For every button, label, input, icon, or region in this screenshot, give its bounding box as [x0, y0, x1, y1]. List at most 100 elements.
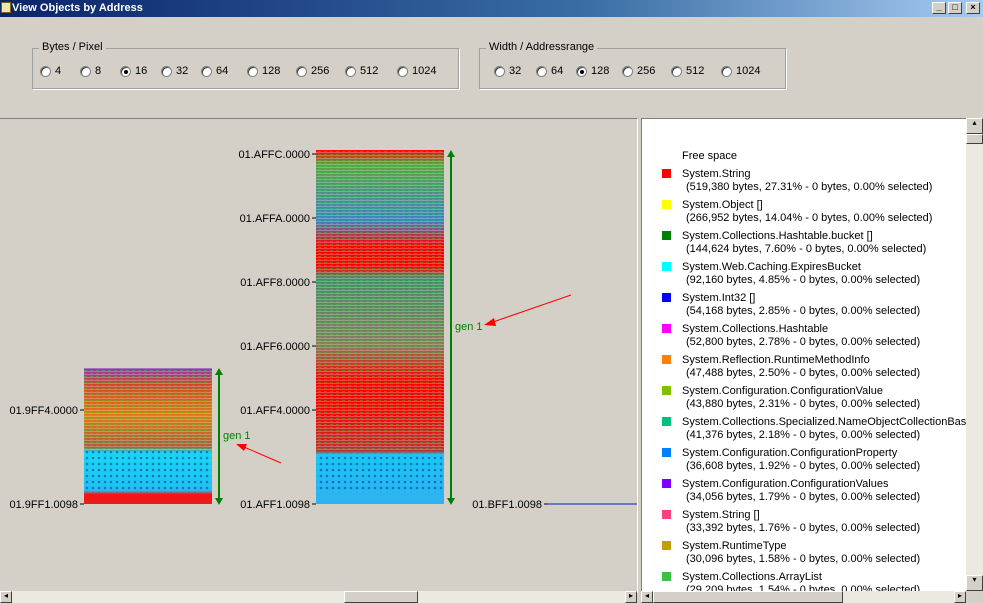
legend-type-detail: (519,380 bytes, 27.31% - 0 bytes, 0.00% … [686, 181, 933, 193]
legend-type-detail: (52,800 bytes, 2.78% - 0 bytes, 0.00% se… [686, 336, 921, 348]
bytes-per-pixel-radio-16[interactable]: 16 [120, 64, 147, 78]
radio-label: 1024 [736, 65, 761, 77]
radio-indicator[interactable] [536, 65, 547, 77]
legend-panel[interactable]: Free space System.String (519,380 bytes, 2… [641, 118, 968, 593]
legend-swatch [662, 572, 671, 581]
gen-bracket-arrow [447, 150, 455, 157]
radio-label: 32 [509, 65, 522, 77]
width-radio-32[interactable]: 32 [494, 64, 521, 78]
legend-swatch [662, 293, 671, 302]
radio-label: 1024 [412, 65, 437, 77]
width-radio-256[interactable]: 256 [622, 64, 655, 78]
scroll-up-button[interactable]: ▴ [966, 118, 983, 134]
radio-indicator[interactable] [161, 65, 172, 77]
radio-indicator[interactable] [494, 65, 505, 77]
legend-type-name: System.String [] [682, 509, 760, 521]
legend-swatch [662, 448, 671, 457]
scroll-thumb[interactable] [344, 591, 418, 603]
close-button[interactable]: × [966, 2, 980, 14]
radio-indicator[interactable] [80, 65, 91, 77]
legend-swatch [662, 169, 671, 178]
radio-indicator[interactable] [120, 65, 131, 77]
bytes-per-pixel-radio-32[interactable]: 32 [161, 64, 188, 78]
legend-vertical-scrollbar[interactable]: ▴ ▾ [966, 118, 983, 593]
width-radio-128[interactable]: 128 [576, 64, 609, 78]
gen-bracket-arrow [447, 498, 455, 505]
radio-indicator[interactable] [576, 65, 587, 77]
radio-label: 128 [262, 65, 281, 77]
scroll-right-button[interactable]: ▸ [954, 591, 966, 603]
bytes-per-pixel-radio-256[interactable]: 256 [296, 64, 329, 78]
bytes-per-pixel-radio-512[interactable]: 512 [345, 64, 378, 78]
radio-indicator[interactable] [247, 65, 258, 77]
heap-visualization[interactable]: 01.9FF4.0000 01.9FF1.0098 gen 1 01.AFFC.… [0, 119, 637, 592]
legend-type-name: Free space [682, 150, 738, 162]
address-label-seg2: 01.AFFC.0000 [238, 149, 310, 161]
scroll-thumb[interactable] [653, 591, 843, 603]
legend-type-detail: (34,056 bytes, 1.79% - 0 bytes, 0.00% se… [686, 491, 921, 503]
maximize-button[interactable]: □ [948, 2, 962, 14]
legend-swatch [662, 200, 671, 209]
bytes-per-pixel-radio-64[interactable]: 64 [201, 64, 228, 78]
address-label-seg2: 01.AFF8.0000 [240, 277, 310, 289]
legend-type-name: System.Configuration.ConfigurationValues [682, 478, 889, 490]
scroll-thumb[interactable] [966, 134, 983, 144]
legend-type-name: System.Configuration.ConfigurationValue [682, 385, 883, 397]
width-radio-512[interactable]: 512 [671, 64, 704, 78]
address-label-seg2: 01.AFF4.0000 [240, 405, 310, 417]
radio-label: 4 [55, 65, 62, 77]
legend-type-name: System.Collections.Hashtable.bucket [] [682, 230, 873, 242]
scroll-left-button[interactable]: ◂ [641, 591, 653, 603]
heap-segment-2-texture [316, 150, 444, 450]
legend-swatch [662, 231, 671, 240]
minimize-button[interactable]: _ [932, 2, 946, 14]
bytes-per-pixel-radio-1024[interactable]: 1024 [397, 64, 436, 78]
bytes-per-pixel-radio-8[interactable]: 8 [80, 64, 101, 78]
title-bar[interactable]: View Objects by Address _ □ × [0, 0, 983, 17]
heap-view-panel[interactable]: 01.9FF4.0000 01.9FF1.0098 gen 1 01.AFFC.… [0, 118, 638, 593]
legend-swatch [662, 386, 671, 395]
legend-type-detail: (43,880 bytes, 2.31% - 0 bytes, 0.00% se… [686, 398, 921, 410]
radio-label: 32 [176, 65, 189, 77]
legend-type-name: System.Collections.ArrayList [682, 571, 822, 583]
radio-indicator[interactable] [671, 65, 682, 77]
width-radio-64[interactable]: 64 [536, 64, 563, 78]
scroll-down-button[interactable]: ▾ [966, 575, 983, 591]
legend-horizontal-scrollbar[interactable]: ◂ ▸ [641, 591, 966, 603]
width-radio-1024[interactable]: 1024 [721, 64, 760, 78]
legend-swatch [662, 355, 671, 364]
legend-swatch [662, 417, 671, 426]
radio-label: 16 [135, 65, 148, 77]
radio-label: 256 [637, 65, 656, 77]
gen-label-seg1: gen 1 [223, 430, 251, 442]
legend-type-detail: (92,160 bytes, 4.85% - 0 bytes, 0.00% se… [686, 274, 921, 286]
radio-label: 8 [95, 65, 102, 77]
radio-indicator[interactable] [40, 65, 51, 77]
radio-indicator[interactable] [345, 65, 356, 77]
radio-indicator[interactable] [397, 65, 408, 77]
radio-indicator[interactable] [622, 65, 633, 77]
radio-label: 512 [360, 65, 379, 77]
scroll-left-button[interactable]: ◂ [0, 591, 12, 603]
legend-type-name: System.Object [] [682, 199, 763, 211]
legend-type-detail: (144,624 bytes, 7.60% - 0 bytes, 0.00% s… [686, 243, 927, 255]
annotation-arrowhead-1 [236, 444, 247, 451]
bytes-per-pixel-radio-128[interactable]: 128 [247, 64, 280, 78]
address-label-seg2: 01.AFF1.0098 [240, 499, 310, 511]
width-addressrange-label: Width / Addressrange [486, 41, 598, 53]
radio-label: 128 [591, 65, 610, 77]
radio-label: 64 [551, 65, 564, 77]
radio-indicator[interactable] [296, 65, 307, 77]
legend-type-name: System.Reflection.RuntimeMethodInfo [682, 354, 870, 366]
legend-type-detail: (54,168 bytes, 2.85% - 0 bytes, 0.00% se… [686, 305, 921, 317]
radio-indicator[interactable] [201, 65, 212, 77]
bytes-per-pixel-radio-4[interactable]: 4 [40, 64, 61, 78]
width-addressrange-group: Width / Addressrange 32 64 128 256 512 1024 [479, 41, 786, 89]
annotation-arrow-1 [243, 446, 282, 464]
bytes-per-pixel-label: Bytes / Pixel [39, 41, 106, 53]
radio-indicator[interactable] [721, 65, 732, 77]
gen-label-seg2: gen 1 [455, 321, 483, 333]
scroll-right-button[interactable]: ▸ [625, 591, 637, 603]
heap-horizontal-scrollbar[interactable]: ◂ ▸ [0, 591, 637, 603]
legend-type-name: System.RuntimeType [682, 540, 787, 552]
